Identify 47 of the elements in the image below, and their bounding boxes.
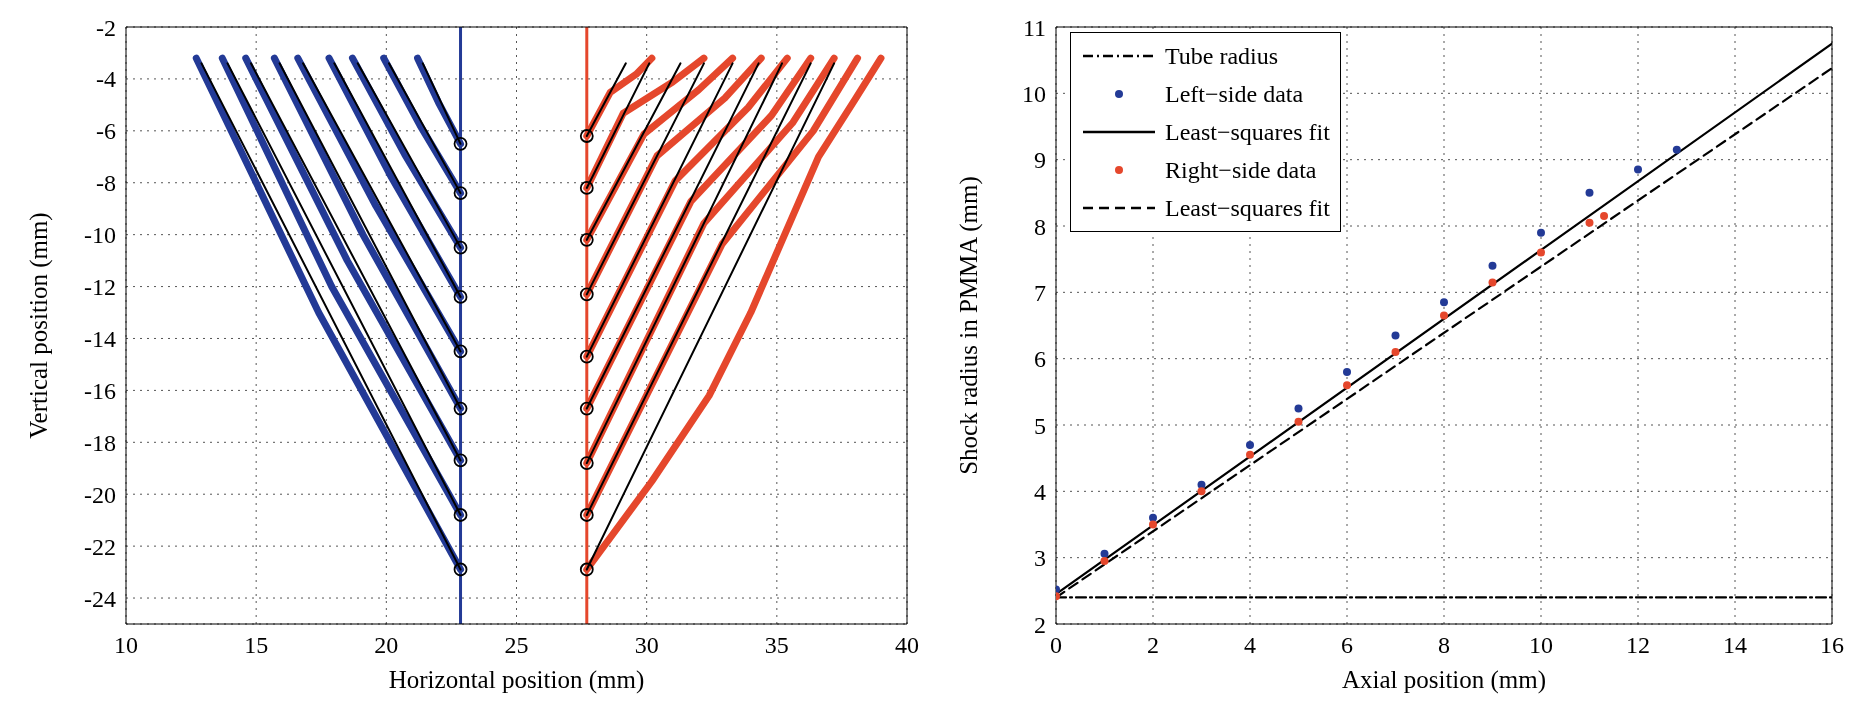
- x-tick-label: 30: [634, 632, 659, 659]
- y-tick-label: -4: [96, 66, 116, 93]
- legend-label: Least−squares fit: [1165, 118, 1330, 146]
- x-tick-label: 16: [1820, 632, 1844, 659]
- x-tick-label: 25: [504, 632, 529, 659]
- y-axis-title: Shock radius in PMMA (mm): [954, 176, 983, 475]
- y-tick-label: 9: [1034, 147, 1046, 174]
- y-tick-label: 5: [1034, 412, 1046, 439]
- legend-label: Tube radius: [1165, 42, 1279, 70]
- y-tick-label: 6: [1034, 346, 1046, 373]
- legend-label: Right−side data: [1165, 156, 1317, 184]
- x-axis-title: Horizontal position (mm): [388, 666, 645, 694]
- y-tick-label: -6: [96, 118, 116, 145]
- y-tick-label: -10: [84, 222, 116, 249]
- x-tick-label: 12: [1626, 632, 1650, 659]
- x-tick-label: 2: [1147, 632, 1159, 659]
- x-tick-label: 10: [1529, 632, 1553, 659]
- y-tick-label: -24: [84, 585, 116, 612]
- y-tick-label: -14: [84, 326, 116, 352]
- y-tick-label: 8: [1034, 213, 1046, 240]
- y-tick-label: -16: [84, 377, 116, 404]
- x-tick-label: 8: [1438, 632, 1450, 659]
- legend-label: Least−squares fit: [1165, 194, 1330, 222]
- y-tick-label: -20: [84, 481, 116, 508]
- y-tick-label: 3: [1034, 545, 1046, 572]
- y-tick-label: -18: [84, 429, 116, 456]
- y-tick-label: 10: [1022, 80, 1046, 107]
- x-tick-label: 0: [1050, 632, 1062, 659]
- y-tick-label: 11: [1022, 14, 1046, 41]
- y-axis-title: Vertical position (mm): [24, 212, 53, 439]
- x-tick-label: 15: [244, 632, 269, 659]
- y-tick-label: -22: [84, 533, 116, 560]
- x-axis-title: Axial position (mm): [1341, 666, 1547, 694]
- y-tick-label: 7: [1034, 279, 1046, 306]
- y-tick-label: 4: [1034, 478, 1046, 505]
- x-tick-label: 6: [1341, 632, 1353, 659]
- y-tick-label: -8: [96, 170, 116, 197]
- x-tick-label: 4: [1244, 632, 1256, 659]
- y-tick-label: -12: [84, 274, 116, 301]
- y-tick-label: 2: [1034, 611, 1046, 638]
- legend-label: Left−side data: [1165, 80, 1304, 108]
- x-tick-label: 20: [374, 632, 399, 659]
- y-tick-label: -2: [96, 14, 116, 41]
- x-tick-label: 10: [114, 632, 138, 659]
- x-tick-label: 35: [764, 632, 789, 659]
- x-tick-label: 14: [1723, 632, 1747, 659]
- x-tick-label: 40: [895, 632, 919, 659]
